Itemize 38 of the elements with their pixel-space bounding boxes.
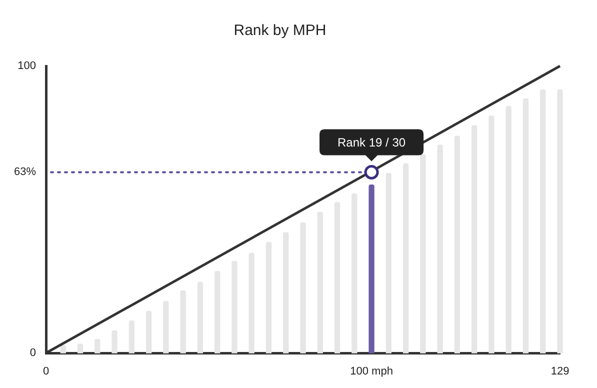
- x-tick-label: 129: [550, 366, 570, 378]
- bar: [197, 282, 204, 354]
- bar: [334, 202, 340, 354]
- bar: [557, 89, 563, 354]
- bar: [540, 89, 546, 354]
- bar: [488, 116, 494, 354]
- bar: [232, 260, 238, 354]
- bar: [420, 154, 426, 354]
- bar: [180, 290, 186, 354]
- bar: [437, 144, 443, 354]
- bar: [60, 344, 66, 354]
- chart-title: Rank by MPH: [234, 22, 326, 40]
- bar: [214, 270, 220, 354]
- bar: [112, 330, 118, 354]
- y-tick-label: 0: [30, 347, 36, 360]
- bar: [163, 301, 169, 354]
- bar: [402, 163, 409, 354]
- bar: [454, 136, 460, 354]
- x-tick-label: 0: [42, 366, 50, 378]
- x-tick-label: 100 mph: [350, 366, 393, 378]
- bar: [506, 106, 512, 354]
- y-tick-label: 100: [18, 60, 36, 72]
- bar: [368, 184, 374, 354]
- bar: [352, 193, 358, 354]
- annotation: Rank 19 / 30: [338, 136, 406, 150]
- bar: [266, 242, 272, 354]
- bar: [300, 222, 306, 354]
- bar: [77, 344, 84, 354]
- bar: [472, 125, 478, 354]
- bar: [386, 173, 392, 354]
- bar: [248, 252, 254, 354]
- bar: [94, 338, 100, 354]
- bar: [283, 232, 289, 354]
- bar: [317, 212, 323, 354]
- bar: [522, 98, 529, 354]
- bar: [146, 310, 152, 354]
- bar: [128, 320, 134, 354]
- y-tick-label: 63%: [14, 166, 36, 178]
